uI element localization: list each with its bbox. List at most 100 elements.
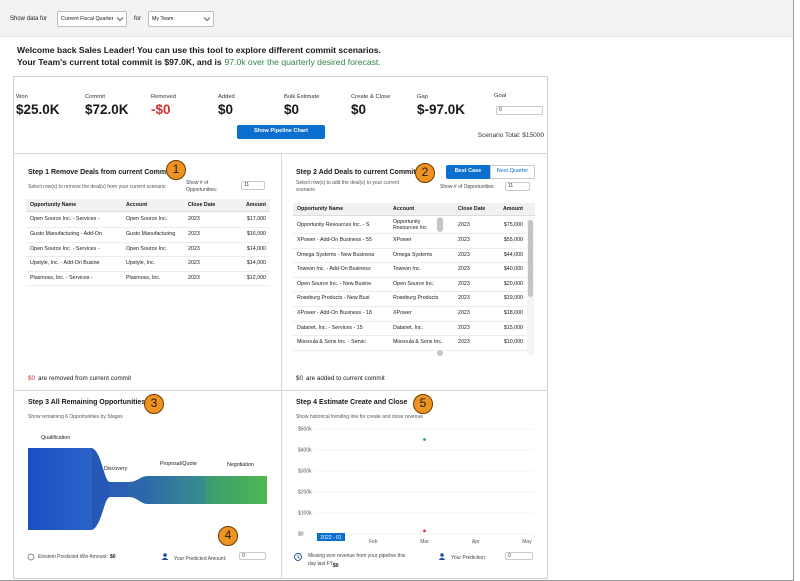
table-cell: 2023 xyxy=(458,251,470,258)
stage-name: Qualification xyxy=(41,435,71,442)
metric-value: $-97.0K xyxy=(417,101,466,117)
pipeline-button[interactable] xyxy=(237,125,325,139)
table-cell: 2023 xyxy=(188,274,200,281)
step-badge xyxy=(415,163,435,183)
dropdown-value: Current Fiscal Quarter xyxy=(61,15,114,22)
column-header: Opportunity Name xyxy=(297,205,344,212)
input-value: 11 xyxy=(244,182,250,189)
footer-amount: $0 xyxy=(296,374,304,382)
column-header: Amount xyxy=(245,201,266,208)
table-cell: Plasmoss, Inc. xyxy=(126,274,161,281)
table-cell: Towson Inc. xyxy=(393,266,421,273)
row-divider xyxy=(26,256,270,258)
table-cell: Omega Systems xyxy=(393,251,433,258)
step-title: Step 4 Estimate Create and Close xyxy=(296,399,408,407)
table-cell: Roseburg Products xyxy=(393,295,439,302)
filter-label: Show data for xyxy=(10,15,48,22)
scrollbar-thumb[interactable] xyxy=(528,220,533,297)
toggle-label: Next Quarter xyxy=(496,168,529,174)
table-cell: 2023 xyxy=(188,216,200,223)
column-header: Close Date xyxy=(458,205,486,212)
step-badge-number: 5 xyxy=(419,396,427,410)
table-cell: Missoula & Sons Inc. - Servic xyxy=(297,339,366,346)
table-cell: $44,000 xyxy=(503,251,523,258)
table-cell: XPower xyxy=(393,237,412,244)
table-cell: $12,000 xyxy=(246,274,266,281)
step-badge-number: 4 xyxy=(224,528,232,542)
welcome-line: Welcome back Sales Leader! You can use t… xyxy=(17,44,381,55)
text-input[interactable] xyxy=(505,182,530,191)
table-cell: Datanet, Inc. - Services - 15 xyxy=(297,324,363,331)
toggle-label: Best Case xyxy=(454,168,482,174)
table-cell: XPower - Add-On Business - 18 xyxy=(297,310,372,317)
step-subtitle: Select row(s) to remove the deal(s) from… xyxy=(28,183,166,190)
stage-amount: $72K xyxy=(230,487,245,494)
step-title: Step 3 All Remaining Opportunities xyxy=(28,399,146,407)
table-cell: $14,000 xyxy=(246,245,266,252)
table-cell: 2023 xyxy=(458,295,470,302)
row-divider xyxy=(26,270,270,272)
table-cell: 2023 xyxy=(458,324,470,331)
table-cell: Datanet, Inc. xyxy=(393,324,424,331)
pipeline-button-label: Show Pipeline Chart xyxy=(253,128,309,134)
divider xyxy=(13,153,548,154)
metric-label: Goal xyxy=(494,93,507,100)
scrollbar-thumb xyxy=(437,350,443,356)
text-input[interactable] xyxy=(505,552,533,560)
step-title: Step 2 Add Deals to current Commit xyxy=(296,169,416,177)
table-cell: Upstyle, Inc. xyxy=(126,260,156,267)
row-divider xyxy=(293,349,535,351)
step-badge xyxy=(166,160,186,180)
text-input[interactable] xyxy=(241,181,265,190)
metric-value: $72.0K xyxy=(85,101,129,117)
table-cell: $55,000 xyxy=(503,237,523,244)
prediction-label: Your Predicted Amount: xyxy=(174,555,227,562)
stage-name: Discovery xyxy=(104,466,128,473)
count-label: Show # of Opportunities: xyxy=(186,180,218,193)
step-badge xyxy=(413,394,433,414)
table-cell: $10,000 xyxy=(503,339,523,346)
step-badge-number: 3 xyxy=(150,396,158,410)
table-cell: $17,000 xyxy=(246,216,266,223)
step-title: Step 1 Remove Deals from current Commit xyxy=(28,169,171,177)
table-cell: Towson Inc. - Add-On Business xyxy=(297,266,371,273)
table-cell: 2023 xyxy=(458,339,470,346)
metric-label: Commit xyxy=(85,94,105,101)
table-cell: Gusto Manufacturing - Add-On xyxy=(30,231,102,238)
dropdown-value: My Team xyxy=(152,15,174,22)
row-divider xyxy=(26,285,270,287)
scrollbar-thumb[interactable] xyxy=(437,217,443,232)
table-cell: Omega Systems - New Business xyxy=(297,251,375,258)
step-subtitle: Show remaining 6 Opportunities by Stages xyxy=(28,413,123,420)
metric-label: Gap xyxy=(417,94,428,101)
footer-text: are removed from current commit xyxy=(38,374,132,382)
table-cell: Open Source Inc. xyxy=(126,216,168,223)
table-cell: 2023 xyxy=(458,266,470,273)
metric-value: $0 xyxy=(284,101,300,117)
toggle-button[interactable] xyxy=(490,165,535,179)
table-cell: Opportunity Resources Inc xyxy=(393,219,427,232)
metric-value: $25.0K xyxy=(16,101,60,117)
metric-label: Won xyxy=(16,94,28,101)
table-cell: 2023 xyxy=(188,260,200,267)
toggle-button[interactable] xyxy=(446,165,490,179)
text-input[interactable] xyxy=(239,552,266,560)
input-value: 0 xyxy=(242,552,245,559)
divider xyxy=(13,390,548,391)
table-cell: Plasmoss, Inc. - Services - xyxy=(30,274,93,281)
welcome-line: Your Team's current total commit is $97.… xyxy=(17,56,222,67)
count-label: Show # of Opportunities: xyxy=(440,183,495,190)
table-cell: 2023 xyxy=(458,280,470,287)
step-badge-number: 1 xyxy=(172,162,180,176)
table-cell: $16,000 xyxy=(246,231,266,238)
table-cell: $14,000 xyxy=(246,260,266,267)
dropdown[interactable] xyxy=(148,11,214,27)
step-badge xyxy=(144,394,164,414)
text-input[interactable] xyxy=(496,106,543,115)
table-cell: Missoula & Sons Inc. xyxy=(393,339,443,346)
metric-label: Added xyxy=(218,94,235,101)
row-divider xyxy=(293,335,535,337)
dropdown[interactable] xyxy=(57,11,127,27)
step-badge-number: 2 xyxy=(421,165,429,179)
